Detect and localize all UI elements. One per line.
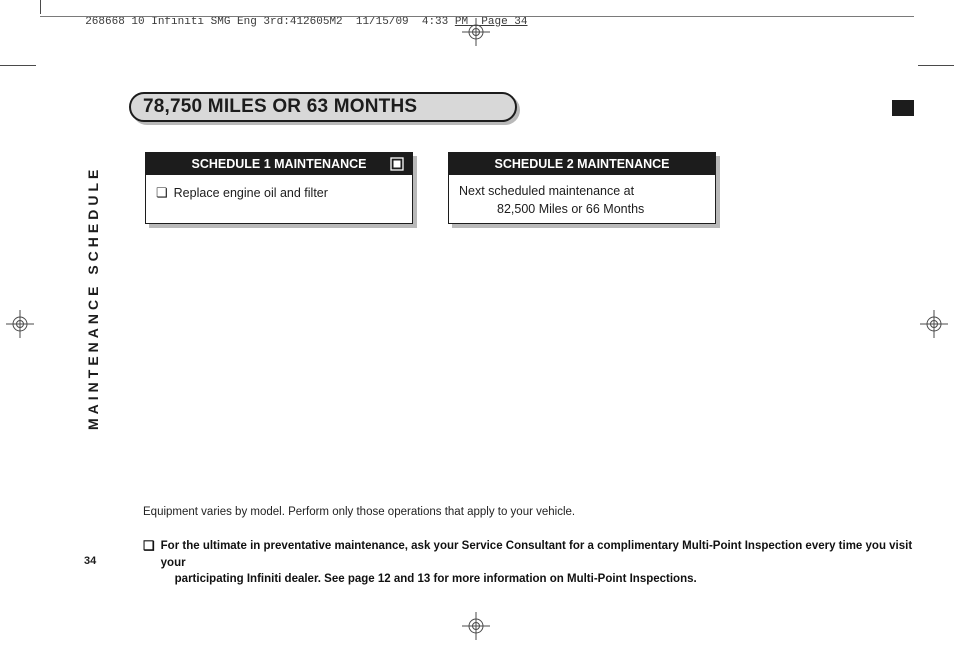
footer-callout: ❏ For the ultimate in preventative maint… xyxy=(143,538,914,588)
pill: 78,750 MILES OR 63 MONTHS xyxy=(129,92,517,122)
footer-note: Equipment varies by model. Perform only … xyxy=(143,506,575,518)
crop-mark-right xyxy=(918,65,954,66)
tire-icon xyxy=(390,157,404,174)
crop-mark-left xyxy=(0,65,36,66)
section-title: 78,750 MILES OR 63 MONTHS xyxy=(129,92,529,122)
top-rule xyxy=(40,16,914,17)
maintenance-item-text: Replace engine oil and filter xyxy=(174,185,328,203)
checkbox-icon: ❏ xyxy=(143,538,155,588)
thumb-tab-active xyxy=(892,100,914,116)
side-label: MAINTENANCE SCHEDULE xyxy=(85,166,101,430)
registration-mark-right xyxy=(920,310,948,338)
registration-mark-bottom xyxy=(462,612,490,640)
section-title-text: 78,750 MILES OR 63 MONTHS xyxy=(131,96,417,118)
footer-callout-line2: participating Infiniti dealer. See page … xyxy=(161,571,914,588)
crop-mark-top-left xyxy=(40,0,41,14)
schedule-1-body: ❏ Replace engine oil and filter xyxy=(146,175,412,223)
schedule-2-box: SCHEDULE 2 MAINTENANCE Next scheduled ma… xyxy=(448,152,716,224)
schedule-1-header: SCHEDULE 1 MAINTENANCE xyxy=(146,153,412,175)
footer-callout-text: For the ultimate in preventative mainten… xyxy=(161,538,914,588)
page-number: 34 xyxy=(84,555,96,567)
schedule-1-header-text: SCHEDULE 1 MAINTENANCE xyxy=(191,157,366,171)
maintenance-item: ❏ Replace engine oil and filter xyxy=(156,185,402,203)
schedule-2-header-text: SCHEDULE 2 MAINTENANCE xyxy=(494,157,669,171)
registration-mark-left xyxy=(6,310,34,338)
schedule-2-header: SCHEDULE 2 MAINTENANCE xyxy=(449,153,715,175)
schedule-2-line1: Next scheduled maintenance at xyxy=(459,183,705,201)
schedule-2-line2: 82,500 Miles or 66 Months xyxy=(459,201,705,219)
schedule-2-body: Next scheduled maintenance at 82,500 Mil… xyxy=(449,175,715,223)
box: SCHEDULE 1 MAINTENANCE ❏ Replace engine … xyxy=(145,152,413,224)
registration-mark-top xyxy=(462,18,490,46)
schedule-1-box: SCHEDULE 1 MAINTENANCE ❏ Replace engine … xyxy=(145,152,413,224)
checkbox-icon: ❏ xyxy=(156,185,168,203)
slug-text-a: 268668 10 Infiniti SMG Eng 3rd:412605M2 … xyxy=(85,16,455,28)
box: SCHEDULE 2 MAINTENANCE Next scheduled ma… xyxy=(448,152,716,224)
footer-callout-line1: For the ultimate in preventative mainten… xyxy=(161,540,913,569)
